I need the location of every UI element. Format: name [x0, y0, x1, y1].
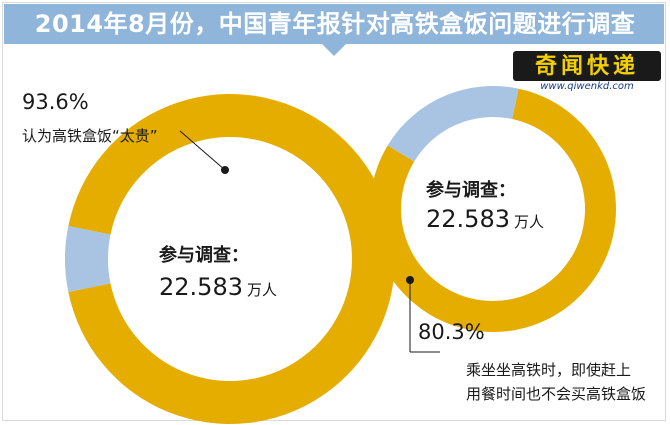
- left-note-label: 认为高铁盒饭“太贵”: [22, 127, 158, 145]
- leader-lines: [179, 130, 440, 353]
- title-notch: [322, 44, 346, 56]
- left-leader-line: [179, 130, 226, 171]
- right-center-value-group: 22.583 万人: [426, 205, 544, 233]
- logo-name: 奇闻快递: [534, 53, 639, 79]
- donut-right-rest-segment: [387, 85, 519, 162]
- logo-url: www.qiwenkd.com: [540, 81, 634, 92]
- left-center-value-group: 22.583 万人: [159, 273, 277, 301]
- left-center-value: 22.583: [159, 273, 243, 301]
- right-leader-dot: [406, 276, 414, 284]
- donut-chart-right: [370, 85, 616, 332]
- left-percent-label: 93.6%: [22, 90, 89, 114]
- right-center-unit: 万人: [513, 213, 544, 231]
- logo-badge: [513, 51, 661, 81]
- title-bar: [4, 4, 664, 44]
- left-center-unit: 万人: [246, 281, 277, 299]
- right-center-label: 参与调查：: [426, 180, 516, 201]
- left-leader-dot: [221, 166, 229, 174]
- right-note-line-2: 用餐时间也不会买高铁盒饭: [466, 385, 647, 403]
- donut-chart-left: [65, 93, 395, 425]
- right-note-line-1: 乘坐坐高铁时，即使赶上: [466, 361, 632, 379]
- right-center-value: 22.583: [426, 205, 510, 233]
- left-center-label: 参与调查：: [159, 245, 249, 266]
- right-percent-label: 80.3%: [418, 320, 485, 344]
- chart-title: 2014年8月份，中国青年报针对高铁盒饭问题进行调查: [34, 10, 636, 38]
- logo: 奇闻快递 www.qiwenkd.com: [513, 51, 661, 93]
- figure-frame: [2, 2, 666, 421]
- donut-left-rest-segment: [65, 226, 111, 292]
